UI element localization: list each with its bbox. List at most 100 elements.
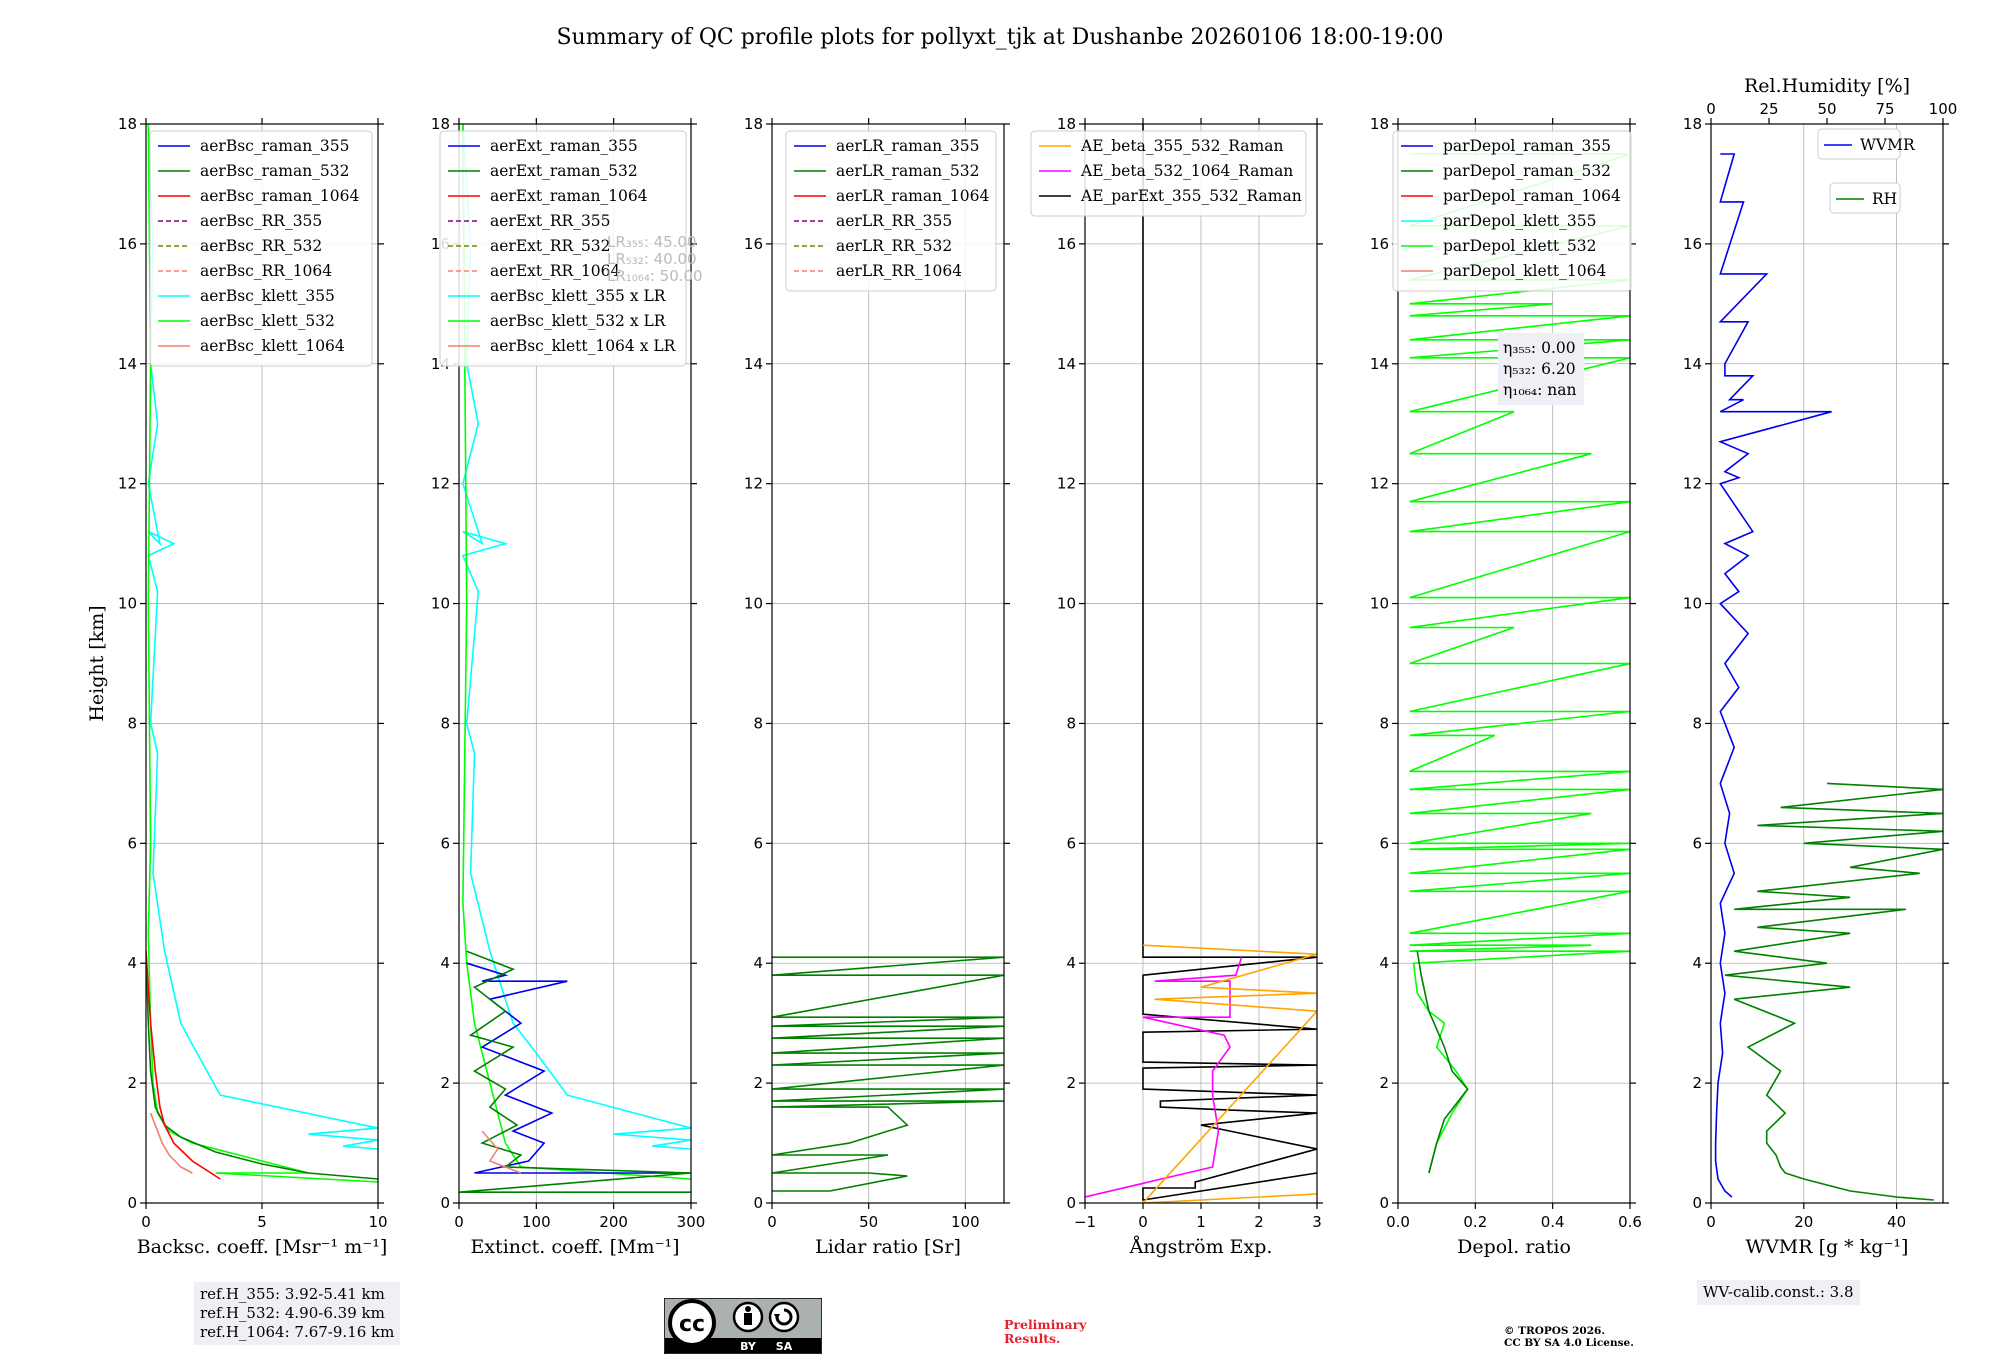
ytick-label-0: 0 xyxy=(1692,1194,1702,1212)
wv-series-group xyxy=(1714,153,1943,1201)
x-axis-label: Backsc. coeff. [Msr⁻¹ m⁻¹] xyxy=(137,1236,388,1258)
legend-label-aerLR_RR_1064: aerLR_RR_1064 xyxy=(836,262,962,280)
copyright-note: © TROPOS 2026. CC BY SA 4.0 License. xyxy=(1504,1325,1634,1349)
x-axis-label: Ångström Exp. xyxy=(1129,1236,1273,1258)
ref-height-note: ref.H_355: 3.92-5.41 km ref.H_532: 4.90-… xyxy=(194,1282,401,1345)
xtick-label-0: −1 xyxy=(1074,1213,1096,1231)
legend-label-parDepol_klett_1064: parDepol_klett_1064 xyxy=(1443,262,1606,280)
extinction-axes-frame xyxy=(458,123,692,1204)
series-parDepol_klett_532 xyxy=(1409,153,1630,1174)
figure-title: Summary of QC profile plots for pollyxt_… xyxy=(556,25,1443,50)
ytick-label-3: 6 xyxy=(1066,834,1076,852)
ytick-label-2: 4 xyxy=(440,954,450,972)
ytick-label-6: 12 xyxy=(1683,475,1702,493)
legend-label-aerExt_raman_355: aerExt_raman_355 xyxy=(490,137,638,155)
ytick-label-1: 2 xyxy=(127,1074,137,1092)
series-AE_parExt_355_532_Raman xyxy=(1142,124,1317,1201)
ytick-label-0: 0 xyxy=(753,1194,763,1212)
extinction-legend-box xyxy=(439,130,687,367)
ytick-label-3: 6 xyxy=(440,834,450,852)
series-AE_beta_532_1064_Raman xyxy=(1085,956,1243,1198)
panel-depol: 0 2 4 6 8 10 12 14 16 18 0.0 0.2 0.4 0.6 Depol. ratio p… xyxy=(1370,115,1642,1258)
legend-label-aerExt_RR_1064: aerExt_RR_1064 xyxy=(490,262,621,280)
ref-height-355: ref.H_355: 3.92-5.41 km xyxy=(200,1285,385,1303)
depol-legend-box xyxy=(1392,130,1632,292)
ytick-label-5: 10 xyxy=(431,595,450,613)
ytick-label-3: 6 xyxy=(753,834,763,852)
xtick-label-0: 0.0 xyxy=(1386,1213,1410,1231)
ytick-label-6: 12 xyxy=(1057,475,1076,493)
ytick-label-8: 16 xyxy=(1370,235,1389,253)
legend-label-parDepol_raman_532: parDepol_raman_532 xyxy=(1443,162,1611,180)
series-RH xyxy=(1724,782,1943,1201)
preliminary-line-2: Results. xyxy=(1004,1331,1061,1346)
xtick-label-1: 0.2 xyxy=(1463,1213,1487,1231)
legend-label-parDepol_klett_532: parDepol_klett_532 xyxy=(1443,237,1596,255)
legend-label-aerBsc_raman_532: aerBsc_raman_532 xyxy=(200,162,350,180)
ref-height-1064: ref.H_1064: 7.67-9.16 km xyxy=(200,1323,395,1341)
xtick-label-4: 3 xyxy=(1312,1213,1322,1231)
ytick-label-7: 14 xyxy=(1057,355,1076,373)
legend-label-parDepol_raman_355: parDepol_raman_355 xyxy=(1443,137,1611,155)
legend-label-aerBsc_klett_355: aerBsc_klett_355 xyxy=(200,287,335,305)
lidar_ratio-series-group xyxy=(772,956,1004,1192)
depol-axes-frame xyxy=(1397,123,1631,1204)
angstrom-series-group xyxy=(1085,124,1317,1203)
ytick-label-9: 18 xyxy=(118,115,137,133)
series-parDepol_raman_532 xyxy=(1416,951,1469,1174)
legend-label-aerLR_raman_1064: aerLR_raman_1064 xyxy=(836,187,989,205)
ytick-label-9: 18 xyxy=(744,115,763,133)
eta-2: η₁₀₆₄: nan xyxy=(1503,381,1577,399)
ytick-label-3: 6 xyxy=(1379,834,1389,852)
ytick-label-1: 2 xyxy=(1066,1074,1076,1092)
ytick-label-2: 4 xyxy=(1066,954,1076,972)
legend-label-aerExt_RR_355: aerExt_RR_355 xyxy=(490,212,611,230)
ytick-label-5: 10 xyxy=(1370,595,1389,613)
legend-label-AE_beta_532_1064_Raman: AE_beta_532_1064_Raman xyxy=(1080,162,1293,180)
xtick-label-1: 100 xyxy=(522,1213,551,1231)
ytick-label-4: 8 xyxy=(1379,714,1389,732)
xtick-label-0: 0 xyxy=(454,1213,464,1231)
legend-label-aerBsc_RR_1064: aerBsc_RR_1064 xyxy=(200,262,332,280)
xtick-label-3: 2 xyxy=(1254,1213,1264,1231)
wv-calib-const: WV-calib.const.: 3.8 xyxy=(1703,1283,1854,1301)
x-axis-label: WVMR [g * kg⁻¹] xyxy=(1746,1236,1909,1258)
legend-label-aerLR_RR_355: aerLR_RR_355 xyxy=(836,212,952,230)
xtick-label-2: 200 xyxy=(599,1213,628,1231)
series-aerBsc_klett_355 x LR xyxy=(461,124,691,1150)
ytick-label-8: 16 xyxy=(1683,235,1702,253)
legend-label-aerBsc_raman_1064: aerBsc_raman_1064 xyxy=(200,187,360,205)
series-aerLR_raman_532 xyxy=(772,956,1004,1192)
legend-box-RH xyxy=(1829,182,1901,214)
panel-extinction: 0246810121416180100200300Extinct. coeff.… xyxy=(431,115,705,1258)
legend-label-aerLR_raman_532: aerLR_raman_532 xyxy=(836,162,979,180)
xtick-label-2: 100 xyxy=(951,1213,980,1231)
wv-axes-frame xyxy=(1710,123,1944,1204)
xtick-label-0: 0 xyxy=(767,1213,777,1231)
ytick-label-0: 0 xyxy=(1066,1194,1076,1212)
ytick-label-6: 12 xyxy=(744,475,763,493)
legend-label-aerBsc_klett_1064: aerBsc_klett_1064 xyxy=(200,337,345,355)
y-axis-label: Height [km] xyxy=(86,605,108,721)
ytick-label-4: 8 xyxy=(440,714,450,732)
backscatter-series-group xyxy=(146,124,378,1183)
lidar_ratio-legend-box xyxy=(785,130,997,292)
ytick-label-6: 12 xyxy=(1370,475,1389,493)
ytick-label-0: 0 xyxy=(440,1194,450,1212)
copyright-line-1: © TROPOS 2026. xyxy=(1504,1325,1606,1337)
ytick-label-8: 16 xyxy=(744,235,763,253)
series-aerExt_raman_532 xyxy=(459,950,691,1193)
x2tick-label-2: 50 xyxy=(1817,100,1836,118)
legend-label-aerBsc_raman_355: aerBsc_raman_355 xyxy=(200,137,350,155)
ytick-label-3: 6 xyxy=(1692,834,1702,852)
series-AE_beta_355_532_Raman xyxy=(1141,944,1317,1203)
ytick-label-2: 4 xyxy=(1379,954,1389,972)
x-axis-label: Extinct. coeff. [Mm⁻¹] xyxy=(470,1236,679,1258)
ytick-label-2: 4 xyxy=(753,954,763,972)
legend-label-aerBsc_RR_355: aerBsc_RR_355 xyxy=(200,212,322,230)
cc-by-text: BY xyxy=(740,1340,757,1353)
legend-label-aerLR_raman_355: aerLR_raman_355 xyxy=(836,137,979,155)
legend-label-aerBsc_klett_355 x LR: aerBsc_klett_355 x LR xyxy=(490,287,667,305)
